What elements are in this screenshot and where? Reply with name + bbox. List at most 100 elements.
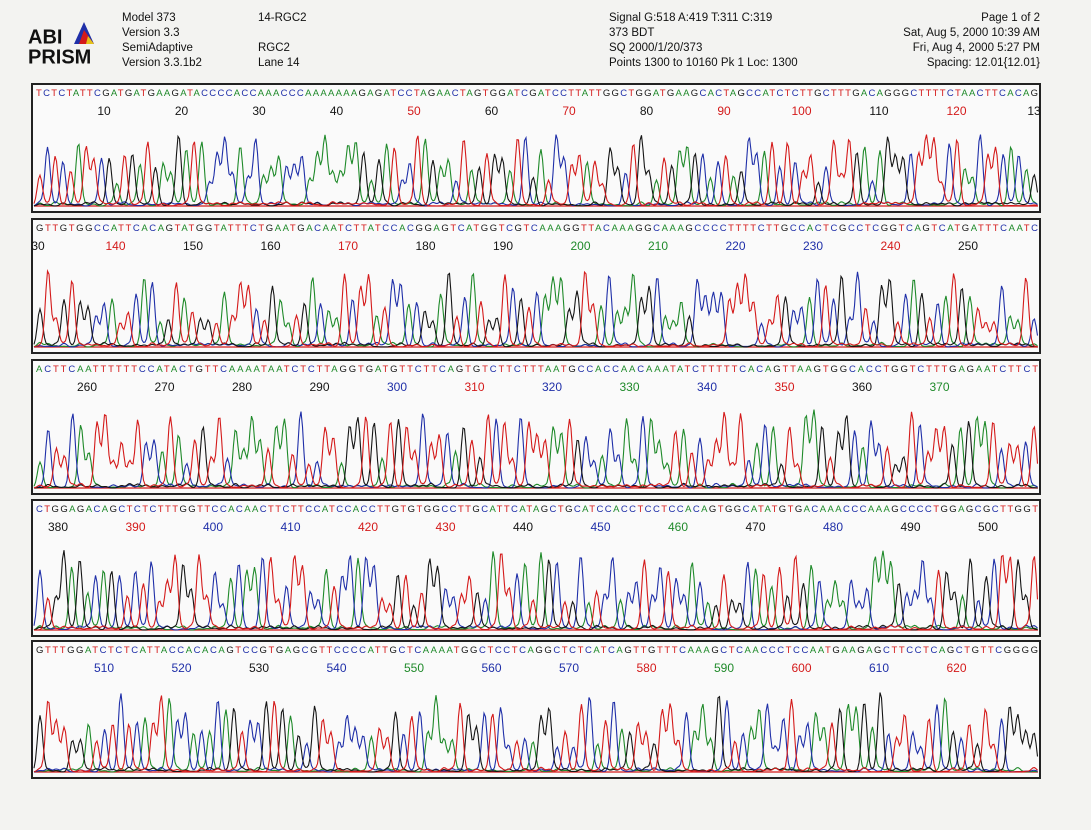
base-call: T xyxy=(140,88,146,99)
base-call: T xyxy=(524,223,530,234)
base-call: T xyxy=(758,504,764,515)
base-call: A xyxy=(202,645,209,656)
base-call: T xyxy=(465,504,471,515)
base-call: T xyxy=(126,223,132,234)
base-call: C xyxy=(139,364,146,375)
base-call: A xyxy=(961,88,968,99)
base-call: T xyxy=(933,504,939,515)
base-call: T xyxy=(523,364,529,375)
base-call: G xyxy=(102,88,109,99)
base-call: C xyxy=(149,223,156,234)
base-call: T xyxy=(724,364,730,375)
base-call: A xyxy=(695,645,702,656)
base-call: C xyxy=(620,88,627,99)
base-call: T xyxy=(465,364,471,375)
base-call: G xyxy=(205,223,212,234)
base-call: C xyxy=(703,223,710,234)
base-call: C xyxy=(975,504,982,515)
base-call: C xyxy=(302,645,309,656)
base-call: T xyxy=(992,88,998,99)
base-call: T xyxy=(205,364,211,375)
base-call: G xyxy=(966,504,973,515)
base-call: T xyxy=(142,504,148,515)
base-call: T xyxy=(661,504,667,515)
base-call: T xyxy=(52,645,58,656)
base-call: G xyxy=(110,504,117,515)
position-label: 530 xyxy=(249,661,269,675)
base-call: A xyxy=(683,88,690,99)
base-call: T xyxy=(838,88,844,99)
base-call: G xyxy=(603,88,610,99)
base-call: T xyxy=(934,364,940,375)
base-call: C xyxy=(860,504,867,515)
base-call: T xyxy=(800,88,806,99)
base-call: G xyxy=(1031,88,1038,99)
base-call: C xyxy=(605,504,612,515)
header-page: Spacing: 12.01{12.01} xyxy=(927,57,1040,69)
base-call: G xyxy=(691,88,698,99)
header-sample: 14-RGC2 xyxy=(258,12,307,24)
base-call: T xyxy=(637,504,643,515)
base-call: C xyxy=(118,504,125,515)
base-call: A xyxy=(708,88,715,99)
base-call: C xyxy=(569,645,576,656)
base-call: C xyxy=(586,364,593,375)
base-call: G xyxy=(709,504,716,515)
base-call: C xyxy=(930,645,937,656)
base-call: C xyxy=(872,223,879,234)
base-call: A xyxy=(914,223,921,234)
header-page: Fri, Aug 4, 2000 5:27 PM xyxy=(913,42,1040,54)
base-call: G xyxy=(832,645,839,656)
base-call: G xyxy=(1022,645,1029,656)
base-call: A xyxy=(688,645,695,656)
header-info: Version 3.3.1b2 xyxy=(122,57,202,69)
header-info: Version 3.3 xyxy=(122,27,180,39)
base-call: C xyxy=(856,223,863,234)
position-label: 450 xyxy=(590,520,610,534)
position-label: 620 xyxy=(946,661,966,675)
base-call: T xyxy=(67,88,73,99)
base-call: C xyxy=(736,645,743,656)
base-call: G xyxy=(392,504,399,515)
base-call: T xyxy=(1032,504,1038,515)
base-call: T xyxy=(568,88,574,99)
base-call: G xyxy=(424,223,431,234)
position-label: 490 xyxy=(900,520,920,534)
base-call: G xyxy=(473,364,480,375)
base-call: A xyxy=(1023,88,1030,99)
position-label: 80 xyxy=(640,104,654,118)
base-call: A xyxy=(245,364,252,375)
base-call: A xyxy=(765,364,772,375)
base-call: T xyxy=(361,223,367,234)
base-call: T xyxy=(978,223,984,234)
base-call: C xyxy=(521,88,528,99)
base-call: A xyxy=(437,88,444,99)
position-label: 20 xyxy=(175,104,189,118)
base-call: C xyxy=(506,223,513,234)
base-call: A xyxy=(85,645,92,656)
base-call: C xyxy=(849,364,856,375)
header-info: SemiAdaptive xyxy=(122,42,193,54)
base-call: T xyxy=(154,645,160,656)
base-call: A xyxy=(868,504,875,515)
base-call: A xyxy=(186,645,193,656)
base-call: T xyxy=(985,88,991,99)
base-call: C xyxy=(798,223,805,234)
base-call: T xyxy=(235,223,241,234)
base-call: C xyxy=(511,504,518,515)
base-call: G xyxy=(893,88,900,99)
base-call: C xyxy=(351,645,358,656)
base-call: A xyxy=(313,88,320,99)
base-call: A xyxy=(276,364,283,375)
base-call: C xyxy=(314,504,321,515)
base-call: C xyxy=(289,88,296,99)
base-call: G xyxy=(1031,645,1038,656)
base-call: C xyxy=(693,504,700,515)
header-page: Sat, Aug 5, 2000 10:39 AM xyxy=(903,27,1040,39)
base-call: G xyxy=(76,645,83,656)
base-call: C xyxy=(939,223,946,234)
base-call: C xyxy=(194,645,201,656)
base-call: T xyxy=(290,223,296,234)
position-label: 100 xyxy=(791,104,811,118)
